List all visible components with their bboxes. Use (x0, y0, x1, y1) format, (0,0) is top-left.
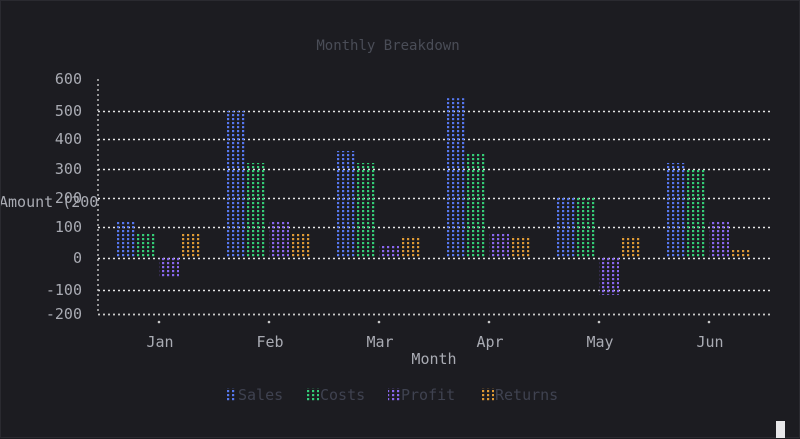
bar-sales-feb (225, 111, 245, 258)
x-tick-mark (157, 320, 161, 324)
legend-label: Costs (320, 386, 365, 404)
bar-profit-feb (269, 221, 289, 258)
x-tick-mark (707, 320, 711, 324)
bar-returns-mar (401, 236, 421, 258)
y-tick-label: 200 (55, 189, 82, 207)
x-tick-mark (377, 320, 381, 324)
y-tick-label: 0 (73, 249, 82, 267)
bar-profit-jun (709, 221, 729, 258)
chart-title: Monthly Breakdown (316, 38, 459, 54)
terminal-cursor (776, 421, 785, 438)
x-tick-label: Jun (696, 333, 723, 351)
bar-profit-jan (159, 258, 179, 278)
legend-label: Profit (401, 386, 455, 404)
y-tick-label: -100 (46, 281, 82, 299)
x-tick-label: Apr (476, 333, 503, 351)
legend-marker-icon (482, 388, 494, 402)
bar-costs-apr (467, 154, 487, 258)
y-axis: 600 500 400 300 200 100 0 -100 -200 (46, 70, 99, 323)
x-tick-mark (487, 320, 491, 324)
bar-costs-jun (687, 169, 707, 258)
x-tick-mark (267, 320, 271, 324)
bar-sales-mar (335, 151, 355, 258)
y-axis-label: Amount (200 (1, 193, 98, 211)
legend-marker-icon (388, 388, 400, 402)
bar-profit-mar (379, 245, 399, 258)
bar-costs-mar (357, 163, 377, 258)
x-axis: Jan Feb Mar Apr May Jun (98, 313, 773, 351)
bar-returns-jun (731, 248, 751, 258)
legend-label: Sales (238, 386, 283, 404)
bar-returns-feb (291, 233, 311, 258)
y-tick-label: 600 (55, 70, 82, 88)
y-tick-label: 100 (55, 218, 82, 236)
legend-label: Returns (495, 386, 558, 404)
legend: Sales Costs Profit Returns (225, 386, 558, 404)
bar-sales-may (555, 198, 575, 258)
bar-sales-apr (445, 98, 465, 258)
bars (115, 98, 751, 295)
bar-costs-may (577, 198, 597, 258)
y-tick-label: 300 (55, 160, 82, 178)
y-tick-label: 400 (55, 130, 82, 148)
bar-returns-may (621, 236, 641, 258)
bar-profit-apr (489, 233, 509, 258)
x-tick-label: May (586, 333, 613, 351)
bar-returns-jan (181, 233, 201, 258)
x-tick-label: Mar (366, 333, 393, 351)
bar-returns-apr (511, 236, 531, 258)
bar-costs-jan (137, 233, 157, 258)
legend-marker-icon (225, 388, 237, 402)
y-tick-label: 500 (55, 102, 82, 120)
bar-costs-feb (247, 163, 267, 258)
bar-sales-jan (115, 221, 135, 258)
x-tick-label: Feb (256, 333, 283, 351)
x-tick-mark (597, 320, 601, 324)
x-axis-label: Month (411, 350, 456, 368)
y-tick-label: -200 (46, 305, 82, 323)
bar-sales-jun (665, 163, 685, 258)
bar-profit-may (599, 258, 619, 295)
x-tick-label: Jan (146, 333, 173, 351)
legend-marker-icon (307, 388, 319, 402)
